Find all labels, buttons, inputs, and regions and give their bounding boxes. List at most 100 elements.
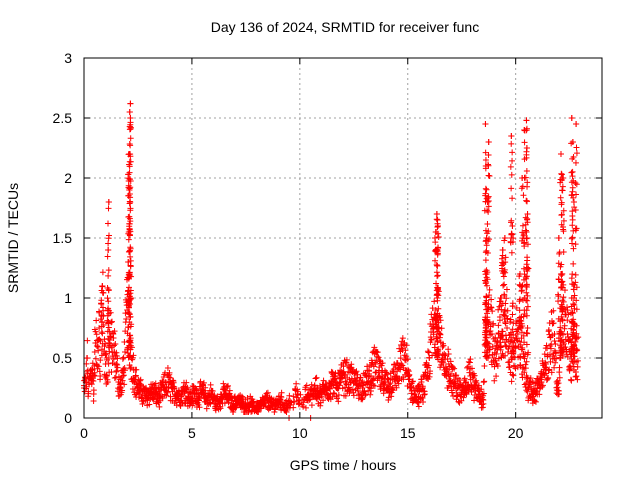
data-point	[159, 395, 166, 402]
data-point	[495, 322, 502, 329]
data-point	[566, 349, 573, 355]
data-point	[399, 335, 406, 342]
data-point	[432, 229, 439, 235]
data-point	[251, 405, 258, 412]
data-point	[349, 386, 356, 393]
data-point	[509, 149, 516, 156]
data-point	[126, 141, 133, 148]
data-point	[105, 286, 112, 293]
y-tick-label: 1.5	[53, 230, 73, 246]
data-point	[475, 391, 482, 397]
data-point	[431, 298, 438, 305]
data-point	[370, 376, 377, 383]
data-point	[496, 317, 503, 324]
data-point	[471, 385, 478, 391]
data-point	[112, 374, 119, 381]
data-point	[526, 378, 533, 385]
data-point	[539, 383, 546, 390]
data-point	[183, 386, 190, 393]
data-point	[312, 375, 319, 382]
data-point	[238, 400, 245, 407]
data-point	[105, 272, 112, 279]
data-point	[126, 248, 133, 255]
data-point	[355, 387, 362, 394]
data-point	[99, 269, 106, 276]
data-point	[551, 364, 558, 371]
data-point	[572, 271, 579, 278]
data-point	[497, 343, 504, 350]
data-point	[430, 331, 437, 338]
data-point	[117, 385, 124, 391]
data-point	[212, 407, 219, 414]
data-point	[427, 368, 434, 375]
data-point	[202, 384, 209, 391]
data-point	[169, 388, 176, 395]
data-point	[486, 352, 493, 359]
data-point	[105, 247, 112, 253]
data-point	[524, 297, 531, 304]
data-point	[569, 309, 576, 316]
data-point	[444, 355, 451, 362]
data-point	[447, 377, 454, 384]
data-point	[126, 123, 133, 130]
data-point	[559, 175, 566, 181]
data-point	[434, 248, 441, 255]
data-point	[92, 355, 99, 362]
data-point	[317, 402, 324, 409]
data-point	[156, 403, 163, 410]
data-point	[521, 369, 528, 376]
data-point	[461, 375, 468, 382]
data-point	[290, 404, 297, 411]
data-point	[93, 317, 100, 324]
data-point	[552, 359, 559, 366]
data-point	[570, 199, 577, 205]
data-point	[132, 372, 139, 379]
data-point	[126, 213, 133, 220]
data-point	[90, 398, 97, 405]
data-point	[146, 401, 153, 408]
data-point	[420, 399, 427, 406]
data-point	[192, 385, 199, 392]
data-point	[553, 355, 560, 362]
y-tick-label: 0.5	[53, 350, 73, 366]
data-point	[433, 335, 440, 342]
data-point	[486, 319, 493, 325]
data-point	[482, 227, 489, 234]
data-point	[114, 364, 121, 371]
data-point	[415, 393, 422, 400]
data-point	[226, 387, 233, 394]
data-point	[502, 300, 509, 307]
data-point	[510, 349, 517, 355]
data-point	[467, 356, 474, 363]
data-point	[127, 346, 134, 353]
data-point	[502, 320, 509, 327]
data-point	[234, 397, 241, 403]
data-point	[482, 190, 489, 197]
data-point	[542, 359, 549, 366]
data-point	[490, 320, 497, 327]
data-point	[462, 379, 469, 386]
data-point	[573, 121, 580, 127]
plot-frame	[83, 57, 603, 419]
data-point	[113, 368, 120, 375]
data-point	[126, 342, 133, 349]
data-point	[320, 377, 327, 384]
data-point	[466, 359, 473, 366]
data-point	[425, 362, 432, 369]
data-point	[421, 391, 428, 398]
data-point	[557, 151, 564, 157]
data-point	[558, 336, 565, 343]
data-point	[519, 175, 526, 181]
data-point	[127, 176, 134, 183]
grid	[84, 58, 602, 418]
data-point	[506, 364, 513, 371]
data-point	[498, 354, 505, 361]
data-point	[568, 179, 575, 186]
data-point	[483, 331, 490, 338]
data-point	[568, 339, 575, 346]
data-point	[406, 376, 413, 383]
data-point	[182, 385, 189, 391]
data-point	[425, 349, 432, 356]
data-point	[480, 397, 487, 403]
data-point	[93, 331, 100, 338]
